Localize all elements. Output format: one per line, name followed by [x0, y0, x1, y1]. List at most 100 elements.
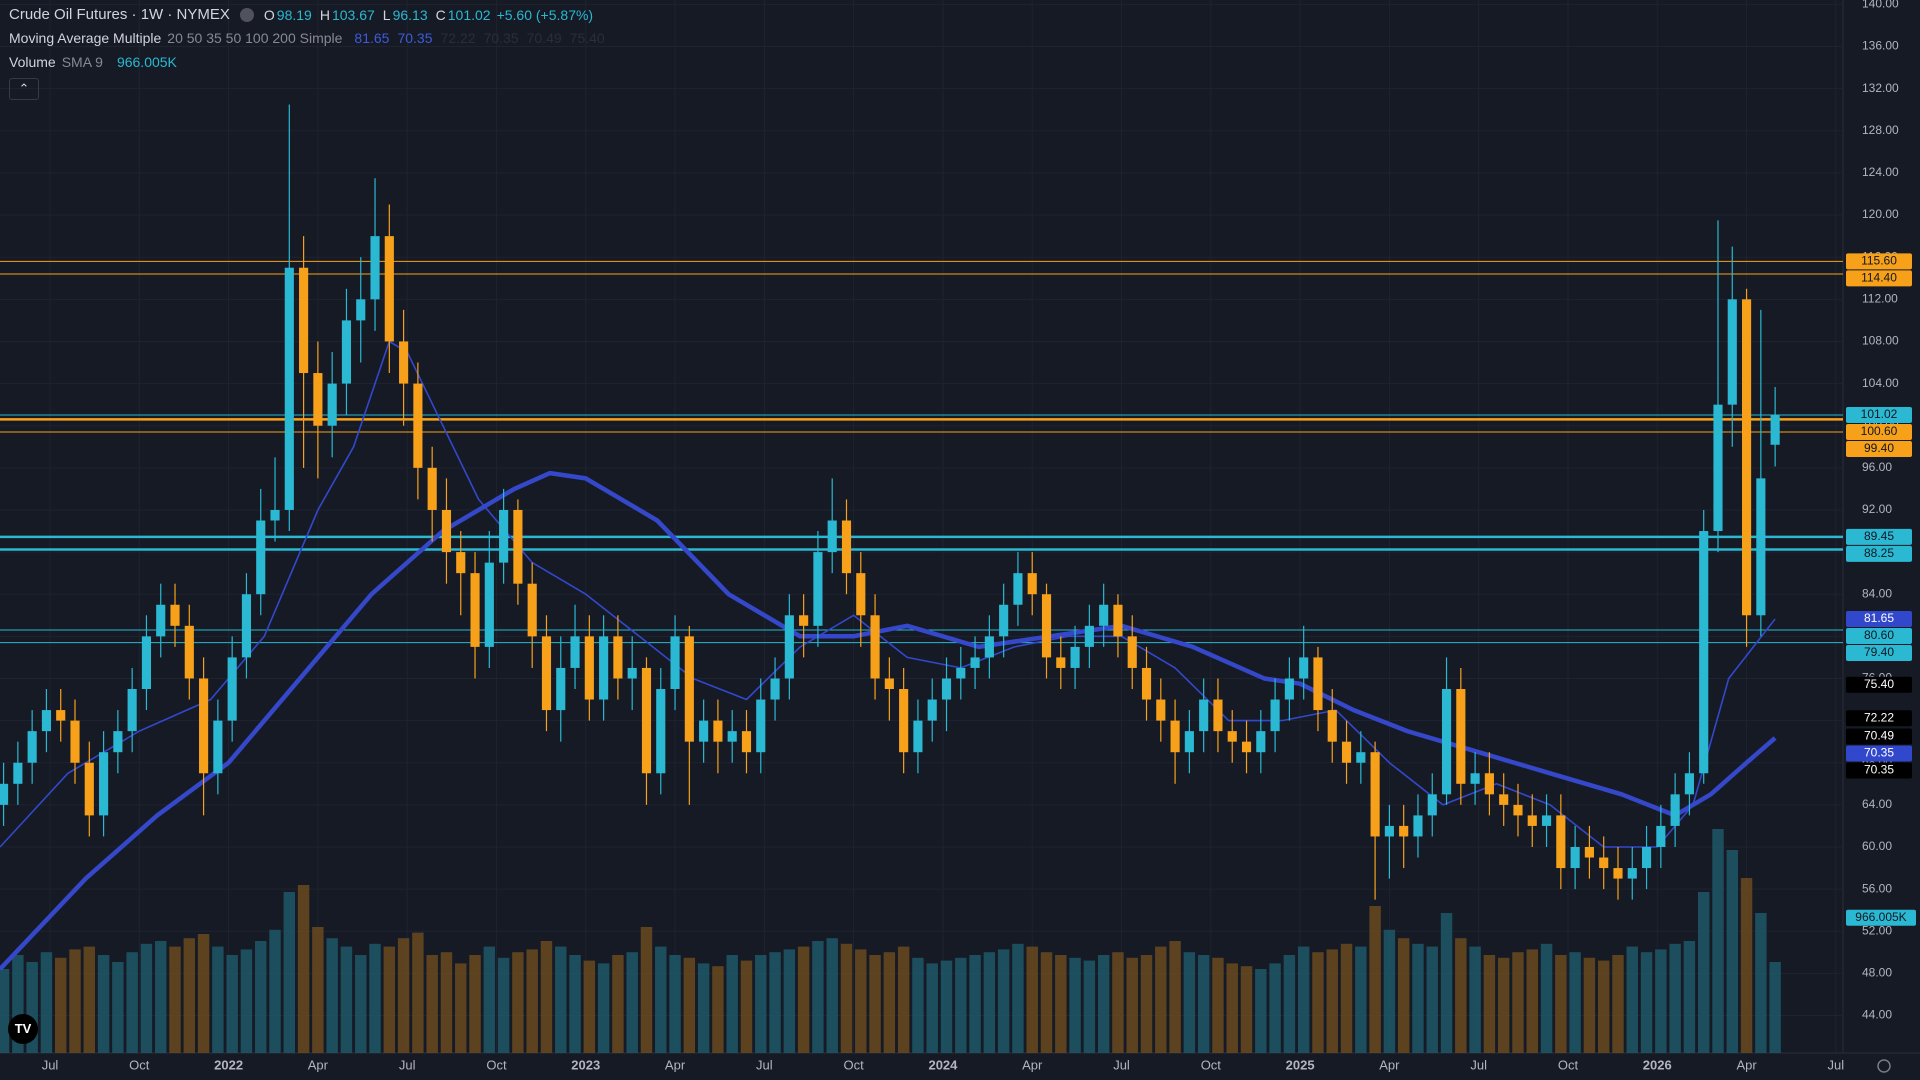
x-tick-label: Apr	[308, 1057, 329, 1072]
candle-body	[441, 509, 452, 553]
y-tick-label: 64.00	[1862, 797, 1892, 811]
volume-bar	[1612, 955, 1624, 1053]
candle-body	[1113, 604, 1123, 637]
volume-bar	[255, 941, 267, 1053]
volume-bar	[697, 963, 710, 1053]
volume-bar	[1455, 938, 1467, 1053]
volume-bar	[826, 938, 838, 1053]
candle-body	[1441, 689, 1452, 795]
ohlc-key: L	[382, 6, 391, 23]
candle-body	[1399, 825, 1409, 837]
x-tick-label: Apr	[665, 1057, 686, 1072]
x-tick-label: Oct	[844, 1057, 865, 1072]
candle-body	[1584, 846, 1594, 858]
volume-bar	[469, 955, 481, 1053]
volume-bar	[40, 952, 53, 1053]
volume-bar	[269, 929, 281, 1053]
candle-body	[1641, 846, 1652, 869]
change: +5.60 (+5.87%)	[496, 6, 594, 23]
price-marker-label: 114.40	[1861, 271, 1897, 285]
volume-bar	[497, 957, 510, 1053]
y-tick-label: 108.00	[1862, 334, 1899, 348]
candle-body	[484, 562, 494, 647]
price-marker	[1846, 545, 1912, 562]
volume-marker	[1846, 909, 1916, 926]
candle-body	[1613, 868, 1623, 879]
hide-toggle[interactable]	[239, 7, 254, 22]
candle-body	[584, 636, 594, 700]
price-marker	[1846, 728, 1912, 745]
price-marker	[1846, 270, 1912, 287]
volume-bar	[355, 955, 367, 1053]
settings-icon[interactable]	[1877, 1059, 1891, 1073]
volume-value: 966.005K	[116, 54, 177, 70]
volume-bar	[812, 941, 824, 1053]
candle-body	[1341, 741, 1352, 763]
candle-body	[770, 678, 780, 700]
candle-body	[84, 762, 94, 816]
volume-bar	[569, 955, 581, 1053]
volume-bar	[1312, 952, 1324, 1053]
volume-bar	[297, 885, 310, 1053]
volume-bar	[1712, 829, 1724, 1053]
candle-body	[570, 636, 580, 668]
ohlc-key: O	[263, 6, 275, 23]
symbol-title[interactable]: Crude Oil Futures · 1W · NYMEX	[9, 6, 230, 23]
volume-bar	[640, 927, 653, 1053]
candle-body	[541, 636, 552, 711]
candle-body	[756, 699, 766, 753]
candle-body	[527, 583, 537, 637]
indicator-value: 70.35	[483, 30, 519, 46]
candle-body	[984, 636, 994, 658]
price-marker-label: 70.35	[1864, 746, 1894, 760]
price-marker-label: 81.65	[1864, 611, 1894, 625]
y-tick-label: 124.00	[1862, 165, 1899, 179]
candle-body	[1370, 752, 1380, 837]
candle-body	[413, 383, 423, 468]
volume-bar	[726, 955, 738, 1053]
candle-body	[1184, 731, 1194, 753]
moving-average	[0, 340, 1776, 848]
y-tick-label: 112.00	[1862, 291, 1898, 305]
candle-body	[41, 710, 52, 732]
volume-bar	[83, 946, 96, 1053]
volume-bar	[1112, 952, 1124, 1053]
candle-body	[356, 299, 366, 321]
indicator-params: 20 50 35 50 100 200 Simple	[167, 30, 343, 46]
candle-body	[1070, 646, 1080, 668]
candle-body	[927, 699, 937, 721]
collapse-button[interactable]: ⌃	[9, 78, 39, 100]
candle-body	[1656, 825, 1666, 847]
volume-bar	[1569, 952, 1581, 1053]
candle-body	[1599, 857, 1609, 869]
logo[interactable]: TV	[8, 1014, 38, 1044]
candle-body	[370, 236, 380, 300]
price-marker-label: 72.22	[1864, 710, 1894, 724]
volume-bar	[683, 957, 696, 1053]
candle-body	[1499, 794, 1509, 805]
volume-bar	[526, 949, 538, 1053]
candle-body	[156, 604, 166, 637]
x-tick-label: Oct	[486, 1057, 507, 1072]
candle-body	[741, 731, 752, 753]
candle-body	[213, 720, 223, 774]
candle-body	[1513, 804, 1523, 816]
price-marker	[1846, 762, 1912, 779]
volume-bar	[1740, 878, 1753, 1053]
volume-name[interactable]: Volume	[9, 54, 56, 70]
volume-bar	[1183, 952, 1196, 1053]
volume-bar	[69, 949, 81, 1053]
volume-legend: Volume SMA 9 966.005K	[9, 54, 177, 70]
candle-body	[1684, 773, 1694, 795]
candle-body	[956, 667, 966, 679]
candle-body	[970, 657, 980, 668]
volume-bar	[0, 969, 10, 1053]
candle-body	[1299, 657, 1309, 679]
ohlc-item: C 101.02	[436, 7, 491, 23]
y-tick-label: 48.00	[1862, 966, 1892, 980]
indicator-value: 81.65	[354, 30, 390, 46]
candle-body	[941, 678, 952, 700]
indicator-name[interactable]: Moving Average Multiple	[9, 30, 162, 46]
candle-body	[70, 720, 80, 763]
candle-body	[1727, 299, 1737, 405]
